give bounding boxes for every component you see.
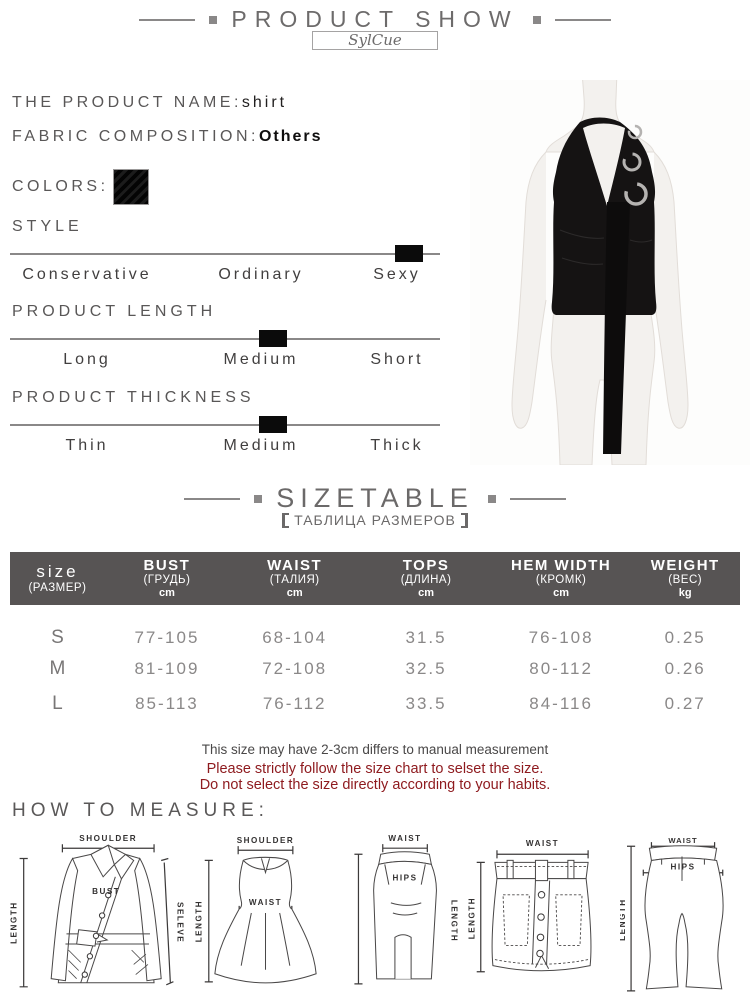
col-waist: WAIST (ТАЛИЯ) cm — [267, 556, 323, 600]
svg-text:WAIST: WAIST — [525, 839, 558, 848]
col-size: size (РАЗМЕР) — [28, 562, 87, 594]
length-option-long: Long — [63, 351, 111, 368]
svg-text:WAIST: WAIST — [248, 898, 281, 907]
product-name-label: THE PRODUCT NAME: — [12, 94, 242, 111]
sizetable-right-square-icon — [487, 494, 496, 503]
style-option-conservative: Conservative — [22, 266, 152, 283]
thickness-slider — [10, 416, 440, 434]
style-title: STYLE — [12, 218, 83, 235]
mini-skirt-measure-diagram: WAIST LENGTH — [467, 839, 591, 973]
style-option-ordinary: Ordinary — [218, 266, 304, 283]
dress-measure-diagram: SHOULDER WAIST LENGTH — [194, 836, 317, 984]
product-name-value: shirt — [241, 94, 288, 111]
length-option-medium: Medium — [223, 351, 299, 368]
attribute-length: PRODUCT LENGTH Long Medium Short — [10, 303, 440, 371]
sizetable-left-square-icon — [254, 494, 263, 503]
length-title: PRODUCT LENGTH — [12, 303, 217, 320]
jacket-measure-diagram: SHOULDER BUST LENGTH SELEVE — [10, 834, 184, 988]
product-photo — [470, 68, 750, 466]
color-swatch-black — [112, 169, 149, 205]
svg-text:LENGTH: LENGTH — [467, 897, 476, 939]
thickness-marker — [259, 416, 287, 433]
brand-name: SylCue — [348, 31, 402, 49]
size-table: size (РАЗМЕР) BUST (ГРУДЬ) cm WAIST (ТАЛ… — [10, 552, 740, 715]
sizetable-left-line — [184, 497, 241, 500]
table-row-m: M 81-109 72-108 32.5 80-112 0.26 — [49, 658, 706, 679]
note-follow-chart: Please strictly follow the size chart to… — [206, 761, 544, 777]
svg-text:HIPS: HIPS — [393, 874, 418, 883]
how-to-measure-title: HOW TO MEASURE: — [12, 800, 269, 821]
sizetable-subtitle: ТАБЛИЦА РАЗМЕРОВ — [294, 512, 456, 528]
fabric-value: Others — [258, 128, 323, 145]
header-left-square-icon — [209, 15, 218, 24]
svg-text:BUST: BUST — [92, 887, 120, 896]
sizetable-subtitle-row: ТАБЛИЦА РАЗМЕРОВ — [0, 512, 750, 528]
lenticular-bracket-right-icon — [460, 512, 468, 528]
style-marker — [395, 245, 423, 262]
col-bust: BUST (ГРУДЬ) cm — [143, 556, 191, 600]
thickness-title: PRODUCT THICKNESS — [12, 389, 255, 406]
svg-text:HIPS: HIPS — [670, 863, 695, 872]
note-habits: Do not select the size directly accordin… — [199, 776, 551, 793]
length-slider — [10, 330, 440, 348]
col-hem-width: HEM WIDTH (КРОМК) cm — [511, 556, 612, 600]
style-track — [10, 253, 440, 255]
col-weight: WEIGHT (ВЕС) kg — [650, 556, 720, 600]
style-option-sexy: Sexy — [373, 266, 421, 283]
length-track — [10, 338, 440, 340]
product-name-row: THE PRODUCT NAME:shirt — [12, 94, 287, 112]
length-marker — [259, 330, 287, 347]
header-left-line — [139, 18, 196, 21]
svg-text:SHOULDER: SHOULDER — [79, 834, 137, 843]
measure-diagrams: SHOULDER BUST LENGTH SELEVE SHOULDER WAI… — [8, 832, 744, 1000]
attribute-style: STYLE Conservative Ordinary Sexy — [10, 218, 440, 286]
mannequin-halter-top-illustration — [470, 68, 750, 466]
style-slider — [10, 245, 440, 263]
fabric-row: FABRIC COMPOSITION:Others — [12, 128, 323, 146]
thickness-track — [10, 424, 440, 426]
colors-label: COLORS: — [12, 178, 109, 195]
table-row-l: L 85-113 76-112 33.5 84-116 0.27 — [52, 693, 706, 714]
svg-text:WAIST: WAIST — [668, 836, 697, 845]
svg-text:SELEVE: SELEVE — [175, 902, 184, 943]
svg-text:LENGTH: LENGTH — [450, 900, 458, 942]
thickness-option-medium: Medium — [223, 437, 299, 454]
col-tops: TOPS (ДЛИНА) cm — [400, 556, 452, 600]
size-table-header: size (РАЗМЕР) BUST (ГРУДЬ) cm WAIST (ТАЛ… — [10, 552, 740, 605]
sizetable-header: SIZETABLE — [0, 483, 750, 514]
pants-measure-diagram: WAIST HIPS LENGTH — [620, 836, 724, 992]
table-row-s: S 77-105 68-104 31.5 76-108 0.25 — [51, 627, 706, 648]
pencil-skirt-measure-diagram: WAIST HIPS LENGTH — [354, 834, 458, 985]
thickness-option-thick: Thick — [370, 437, 424, 454]
size-notes: This size may have 2-3cm differs to manu… — [0, 742, 750, 794]
fabric-label: FABRIC COMPOSITION: — [12, 128, 259, 145]
colors-row: COLORS: — [12, 168, 149, 206]
page-title: PRODUCT SHOW — [231, 6, 519, 32]
thickness-option-thin: Thin — [65, 437, 109, 454]
note-measurement: This size may have 2-3cm differs to manu… — [201, 742, 549, 757]
lenticular-bracket-left-icon — [282, 512, 290, 528]
svg-text:SHOULDER: SHOULDER — [236, 836, 294, 845]
length-option-short: Short — [370, 351, 424, 368]
sizetable-title: SIZETABLE — [276, 483, 474, 513]
header-right-square-icon — [532, 15, 541, 24]
sizetable-right-line — [509, 497, 566, 500]
svg-text:LENGTH: LENGTH — [194, 900, 203, 942]
header-right-line — [554, 18, 611, 21]
attribute-thickness: PRODUCT THICKNESS Thin Medium Thick — [10, 389, 440, 457]
svg-text:LENGTH: LENGTH — [10, 901, 19, 944]
page-header: PRODUCT SHOW — [0, 6, 750, 33]
svg-text:LENGTH: LENGTH — [620, 898, 627, 941]
svg-text:WAIST: WAIST — [388, 834, 421, 843]
brand-logo-box: SylCue — [312, 31, 438, 50]
